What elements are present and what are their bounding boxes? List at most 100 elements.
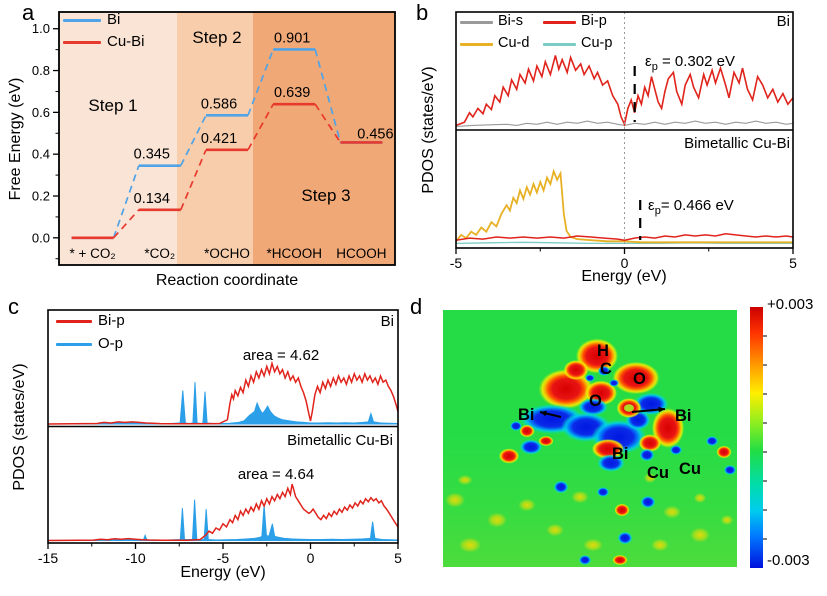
- annotation-area-top: area = 4.62: [242, 347, 320, 364]
- density-blob-warm: [663, 505, 681, 519]
- legend-label-o-p: O-p: [98, 335, 124, 352]
- density-blob-neg: [639, 448, 655, 462]
- axis-label-pdos-b: PDOS (states/eV): [420, 66, 437, 194]
- legend-swatch-o-p: [56, 343, 92, 346]
- atom-label-H: H: [597, 342, 609, 360]
- axis-label-free-energy: Free Energy (eV): [7, 77, 24, 201]
- atom-label-Bi: Bi: [612, 445, 629, 463]
- density-blob-pos: [614, 503, 630, 517]
- panel-a-frame: [58, 11, 396, 266]
- dos-curve-Cu-d: [455, 168, 793, 244]
- density-blob-warm: [458, 537, 482, 553]
- subplot-label-bimetallic-c: Bimetallic Cu-Bi: [287, 432, 393, 449]
- epsilon-value: = 0.302 eV: [657, 53, 735, 70]
- density-blob-warm: [546, 523, 564, 537]
- x-tick-label: 0: [307, 550, 315, 566]
- density-blob-neg: [519, 439, 543, 455]
- legend-swatch-bi-p: [543, 21, 576, 24]
- y-tick-label: 0.8: [32, 63, 50, 78]
- x-tick-label: -15: [38, 550, 58, 566]
- dos-curve-O-p-fill: [47, 499, 399, 541]
- density-blob-pos: [538, 436, 554, 446]
- density-blob-neg: [705, 436, 719, 446]
- atom-label-Cu: Cu: [647, 464, 669, 482]
- x-category-label: *OCHO: [204, 246, 250, 261]
- x-category-label: HCOOH: [336, 246, 386, 261]
- annotation-eps-top: εp = 0.302 eV: [645, 53, 735, 73]
- axis-label-energy-c: Energy (eV): [180, 564, 266, 581]
- energy-connector-Bi: [180, 114, 207, 167]
- energy-value-label: 0.421: [201, 131, 237, 147]
- legend-label-bi: Bi: [107, 11, 121, 28]
- density-blob-neg: [597, 366, 611, 376]
- legend-swatch-bi: [63, 19, 101, 22]
- subplot-label-bi-c: Bi: [380, 313, 394, 330]
- annotation-area-bottom: area = 4.64: [237, 466, 315, 483]
- density-blob-warm: [643, 473, 657, 483]
- legend-label-bi-p-c: Bi-p: [98, 312, 125, 329]
- density-blob-neg: [609, 379, 619, 387]
- density-blob-warm: [690, 527, 710, 543]
- colorbar-max-label: +0.003: [767, 296, 814, 313]
- density-blob-neg: [617, 531, 633, 545]
- density-blob-warm: [651, 538, 669, 552]
- energy-value-label: 0.901: [274, 30, 310, 46]
- density-map: [443, 310, 737, 567]
- x-tick-label: -5: [217, 550, 230, 566]
- density-blob-pos: [499, 448, 519, 464]
- region-label-step2: Step 2: [192, 28, 242, 47]
- x-tick-label: -5: [450, 255, 463, 271]
- epsilon-sub: p: [654, 205, 661, 217]
- density-blob-neg: [723, 465, 737, 475]
- density-blob-hole: [624, 404, 634, 412]
- energy-value-label: 0.134: [134, 191, 170, 207]
- x-category-label: *HCOOH: [266, 246, 322, 261]
- density-blob-pos: [519, 424, 535, 438]
- density-blob-neg: [669, 445, 683, 455]
- axis-label-energy-b: Energy (eV): [581, 268, 667, 285]
- density-blob-neg: [553, 480, 569, 494]
- energy-connector-Cu-Bi: [112, 209, 140, 239]
- axis-label-pdos-c: PDOS (states/eV): [11, 363, 28, 491]
- region-label-step1: Step 1: [88, 96, 138, 115]
- density-blob-neg: [585, 374, 595, 382]
- dos-curve-Bi-p: [455, 54, 794, 127]
- subplot-label-bimetallic: Bimetallic Cu-Bi: [684, 135, 790, 152]
- atom-label-Bi: Bi: [675, 407, 692, 425]
- y-tick-label: 0.2: [32, 189, 50, 204]
- subplot-label-bi: Bi: [776, 13, 790, 30]
- legend-swatch-cubi: [63, 41, 101, 44]
- legend-swatch-bi-p-c: [56, 320, 92, 323]
- atom-arrow-head: [540, 410, 547, 417]
- density-blob-pos: [563, 360, 589, 380]
- energy-connector-Cu-Bi: [180, 149, 207, 211]
- energy-connector-Bi: [112, 165, 140, 239]
- density-blob-warm: [487, 512, 507, 528]
- energy-connector-Bi: [314, 49, 342, 143]
- x-tick-label: 5: [789, 255, 797, 271]
- density-blob-warm: [693, 493, 707, 503]
- axis-label-reaction-coordinate: Reaction coordinate: [155, 272, 299, 289]
- energy-value-label: 0.639: [274, 85, 310, 101]
- y-tick-label: 0.0: [32, 230, 50, 245]
- annotation-eps-bottom: εp= 0.466 eV: [648, 197, 734, 217]
- density-blob-warm: [720, 515, 734, 525]
- x-tick-label: -10: [125, 550, 145, 566]
- energy-connector-Cu-Bi: [247, 103, 274, 151]
- atom-label-Bi: Bi: [518, 406, 535, 424]
- density-blob-neg: [596, 487, 610, 497]
- region-step3: [252, 12, 395, 265]
- legend-label-cu-p: Cu-p: [581, 35, 613, 51]
- region-label-step3: Step 3: [301, 186, 351, 205]
- atom-label-O: O: [633, 370, 646, 388]
- atom-arrow-head: [658, 406, 665, 413]
- density-blob-pos: [638, 434, 662, 452]
- energy-connector-Cu-Bi: [314, 103, 342, 143]
- density-blob-pos: [716, 445, 732, 459]
- legend-label-cubi: Cu-Bi: [107, 33, 145, 50]
- density-blob-neg: [597, 454, 625, 472]
- colorbar: [750, 307, 763, 568]
- legend-swatch-cu-p: [543, 43, 576, 46]
- y-tick-label: 0.6: [32, 105, 50, 120]
